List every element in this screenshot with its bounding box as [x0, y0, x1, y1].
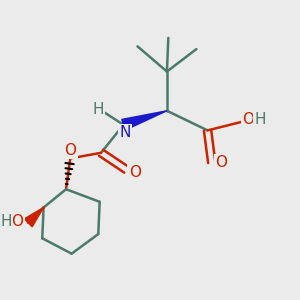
Text: H: H [254, 112, 266, 127]
Polygon shape [24, 207, 44, 227]
Polygon shape [122, 111, 167, 130]
Text: O: O [242, 112, 254, 127]
Text: O: O [12, 214, 24, 229]
Text: O: O [216, 155, 228, 170]
Text: O: O [64, 143, 76, 158]
Text: H: H [0, 214, 12, 229]
Text: O: O [129, 165, 141, 180]
Text: H: H [92, 102, 104, 117]
Text: N: N [119, 125, 130, 140]
